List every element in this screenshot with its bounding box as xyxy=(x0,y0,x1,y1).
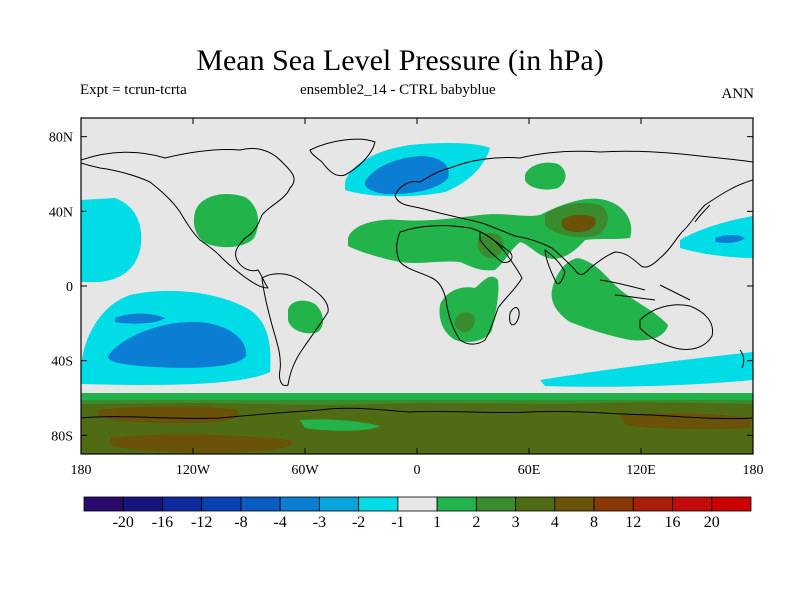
map-title: Mean Sea Level Pressure (in hPa) xyxy=(196,44,604,77)
colorbar-label: 4 xyxy=(551,514,559,531)
colorbar-label: -20 xyxy=(113,514,134,531)
lon-tick-label: 60E xyxy=(518,463,541,478)
colorbar-swatch xyxy=(240,496,281,512)
south-pacific-blue-tail xyxy=(115,313,165,324)
colorbar-swatch xyxy=(162,496,203,512)
siberia-green xyxy=(525,162,566,190)
coast-japan xyxy=(694,204,711,223)
season-label: ANN xyxy=(721,86,755,102)
north-america-green xyxy=(193,193,259,248)
coast-madagascar xyxy=(509,307,520,326)
colorbar-swatch xyxy=(593,496,634,512)
coast-antarctica xyxy=(81,407,753,420)
lon-tick-label: 180 xyxy=(71,463,92,478)
antarctica-brown-1 xyxy=(98,406,239,424)
lat-tick-label: 40S xyxy=(51,355,73,370)
coast-greenland xyxy=(309,138,376,177)
coast-australia xyxy=(639,304,714,350)
latitude-ticks: 80N 40N 0 40S 80S xyxy=(49,131,753,444)
colorbar-label: -8 xyxy=(234,514,247,531)
coastlines xyxy=(81,138,753,420)
west-pacific-cyan xyxy=(680,216,753,258)
colorbar-label: 8 xyxy=(590,514,598,531)
experiment-label: Expt = tcrun-tcrta xyxy=(80,82,187,98)
colorbar-swatch xyxy=(672,496,713,512)
antarctica-green-patch xyxy=(300,419,380,431)
lat-tick-label: 40N xyxy=(49,205,73,220)
middle-east-olive xyxy=(477,232,504,258)
indian-ocean-green xyxy=(551,258,668,341)
colorbar-label: 12 xyxy=(625,514,641,531)
south-atlantic-green xyxy=(288,300,324,334)
lon-tick-label: 120E xyxy=(626,463,656,478)
colorbar-swatch xyxy=(358,496,399,512)
lon-tick-label: 180 xyxy=(743,463,764,478)
colorbar-label: 3 xyxy=(512,514,520,531)
colorbar-swatch xyxy=(554,496,595,512)
south-pacific-blue xyxy=(108,321,247,368)
colorbar-swatch xyxy=(475,496,516,512)
coast-indonesia xyxy=(599,279,691,301)
lat-tick-label: 80N xyxy=(49,131,73,146)
colorbar-label: -4 xyxy=(274,514,287,531)
pressure-field xyxy=(81,118,753,454)
colorbar: -20 -16 -12 -8 -4 -3 -2 -1 1 2 3 4 8 12 16 20 xyxy=(83,496,752,531)
coast-north-america xyxy=(81,147,295,289)
lon-tick-label: 120W xyxy=(176,463,211,478)
lon-tick-label: 60W xyxy=(291,463,319,478)
colorbar-label: -12 xyxy=(191,514,212,531)
colorbar-swatch xyxy=(436,496,477,512)
coast-india xyxy=(544,249,566,285)
colorbar-label: -1 xyxy=(391,514,404,531)
colorbar-swatch xyxy=(201,496,242,512)
southern-africa-olive xyxy=(454,312,475,332)
colorbar-swatch xyxy=(711,496,752,512)
antarctica-brown-2 xyxy=(110,434,293,453)
colorbar-label: -3 xyxy=(313,514,326,531)
coast-arabia xyxy=(479,231,513,263)
southern-cyan-band xyxy=(540,352,753,387)
north-atlantic-blue xyxy=(364,156,449,195)
colorbar-swatch xyxy=(515,496,556,512)
colorbar-swatch xyxy=(122,496,163,512)
colorbar-swatch xyxy=(279,496,320,512)
colorbar-label: 20 xyxy=(704,514,720,531)
colorbar-label: 2 xyxy=(472,514,480,531)
colorbar-label: -2 xyxy=(352,514,365,531)
lon-tick-label: 0 xyxy=(414,463,421,478)
coast-eurasia xyxy=(394,150,753,275)
colorbar-label: 1 xyxy=(433,514,441,531)
coast-south-america xyxy=(261,273,329,387)
west-pacific-blue xyxy=(715,235,745,243)
tibet-brown xyxy=(561,214,596,232)
antarctica-brown-3 xyxy=(620,413,750,430)
colorbar-label: -16 xyxy=(152,514,173,531)
colorbar-swatch xyxy=(632,496,673,512)
colorbar-swatch xyxy=(397,496,438,512)
longitude-ticks: 180 120W 60W 0 60E 120E 180 xyxy=(71,118,764,478)
east-pacific-cyan xyxy=(81,198,142,282)
southern-africa-green xyxy=(439,276,499,342)
colorbar-label: 16 xyxy=(665,514,681,531)
colorbar-swatch xyxy=(319,496,360,512)
lat-tick-label: 80S xyxy=(51,429,73,444)
coast-new-zealand xyxy=(739,349,745,369)
lat-tick-label: 0 xyxy=(66,280,73,295)
colorbar-swatch xyxy=(83,496,124,512)
comparison-label: ensemble2_14 - CTRL babyblue xyxy=(300,82,496,98)
